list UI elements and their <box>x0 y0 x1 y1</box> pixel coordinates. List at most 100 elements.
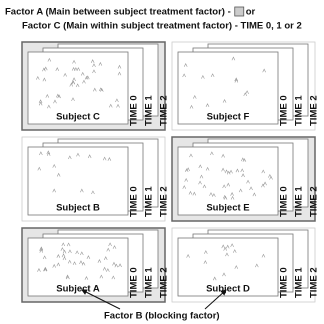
data-glyph <box>42 255 47 260</box>
data-glyph <box>261 183 265 188</box>
time-sheet <box>27 146 129 216</box>
data-glyph <box>183 63 188 67</box>
time-label: TIME 0 <box>129 267 140 298</box>
panel: Subject B TIME 0 TIME 1 TIME 2 <box>21 136 170 222</box>
subject-label: Subject B <box>56 203 100 214</box>
data-glyph <box>115 98 119 103</box>
data-glyph <box>75 250 79 255</box>
data-glyph <box>210 73 215 78</box>
data-glyph <box>229 169 233 174</box>
data-glyph <box>56 172 61 177</box>
data-glyph <box>241 173 245 178</box>
data-glyph <box>205 103 210 107</box>
data-glyph <box>118 263 122 268</box>
subject-label: Subject C <box>56 112 100 123</box>
time-label: TIME 2 <box>159 267 170 298</box>
data-glyph <box>230 192 234 196</box>
data-glyph <box>72 77 76 82</box>
data-glyph <box>116 103 120 108</box>
data-glyph <box>117 71 122 76</box>
data-glyph <box>91 190 95 195</box>
data-glyph <box>212 276 217 281</box>
data-glyph <box>85 75 90 80</box>
footer: Factor B (blocking factor) <box>104 311 220 322</box>
data-glyph <box>55 67 60 71</box>
data-glyph <box>84 75 89 80</box>
subject-label: Subject E <box>206 203 249 214</box>
data-glyph <box>108 103 113 108</box>
data-glyph <box>57 94 61 99</box>
data-glyph <box>52 163 56 168</box>
data-glyph <box>61 253 66 258</box>
data-glyph <box>221 244 225 249</box>
data-glyph <box>84 276 89 280</box>
data-glyph <box>66 242 71 247</box>
header-line1: Factor A (Main between subject treatment… <box>5 7 231 18</box>
data-glyph <box>268 173 272 178</box>
data-glyph <box>201 75 205 79</box>
arrow <box>81 289 121 310</box>
data-glyph <box>202 184 207 189</box>
panels: Subject C TIME 0 TIME 1 TIME 2 Subject F TIME… <box>21 41 320 303</box>
data-glyph <box>112 245 117 249</box>
data-glyph <box>82 79 86 84</box>
data-glyph <box>245 90 249 95</box>
data-glyph <box>184 168 189 173</box>
time-label: TIME 2 <box>309 186 320 217</box>
data-glyph <box>204 250 208 254</box>
data-glyph <box>188 190 193 195</box>
time-label: TIME 0 <box>279 186 290 217</box>
time-label: TIME 1 <box>294 95 305 126</box>
data-glyph <box>234 78 239 83</box>
data-glyph <box>86 255 91 259</box>
subject-label: Subject A <box>56 284 100 295</box>
data-glyph <box>98 87 103 92</box>
data-glyph <box>52 188 56 193</box>
time-label: TIME 0 <box>129 95 140 126</box>
data-glyph <box>263 181 267 186</box>
data-glyph <box>42 77 47 82</box>
data-glyph <box>246 179 250 184</box>
data-glyph <box>102 156 107 161</box>
data-glyph <box>205 166 210 171</box>
data-glyph <box>184 177 188 182</box>
data-glyph <box>43 266 48 271</box>
data-glyph <box>36 75 40 80</box>
data-glyph <box>189 104 194 109</box>
data-glyph <box>37 166 42 171</box>
time-label: TIME 2 <box>159 95 170 126</box>
data-glyph <box>47 57 52 62</box>
data-glyph <box>56 254 61 258</box>
data-glyph <box>234 265 239 269</box>
data-glyph <box>199 174 204 179</box>
data-glyph <box>198 180 202 185</box>
data-glyph <box>52 263 56 268</box>
data-glyph <box>234 77 238 82</box>
data-glyph <box>63 72 67 77</box>
time-label: TIME 1 <box>144 186 155 217</box>
data-glyph <box>232 249 237 253</box>
data-glyph <box>238 188 243 193</box>
data-glyph <box>111 275 116 280</box>
data-glyph <box>189 153 193 158</box>
time-label: TIME 2 <box>159 186 170 217</box>
data-glyph <box>97 259 102 263</box>
data-glyph <box>222 272 226 277</box>
data-glyph <box>93 87 97 92</box>
data-glyph <box>38 101 43 106</box>
data-glyph <box>39 248 44 253</box>
data-glyph <box>60 247 65 251</box>
data-glyph <box>209 192 213 196</box>
data-glyph <box>80 251 84 256</box>
data-glyph <box>53 99 57 104</box>
time-sheet <box>177 237 279 297</box>
data-glyph <box>261 253 266 258</box>
data-glyph <box>90 59 95 63</box>
time-sheet <box>27 237 129 297</box>
data-glyph <box>223 195 228 200</box>
data-glyph <box>231 56 236 61</box>
time-sheet <box>27 51 129 125</box>
header-line2: Factor C (Main within subject treatment … <box>22 21 302 32</box>
data-glyph <box>71 97 75 102</box>
